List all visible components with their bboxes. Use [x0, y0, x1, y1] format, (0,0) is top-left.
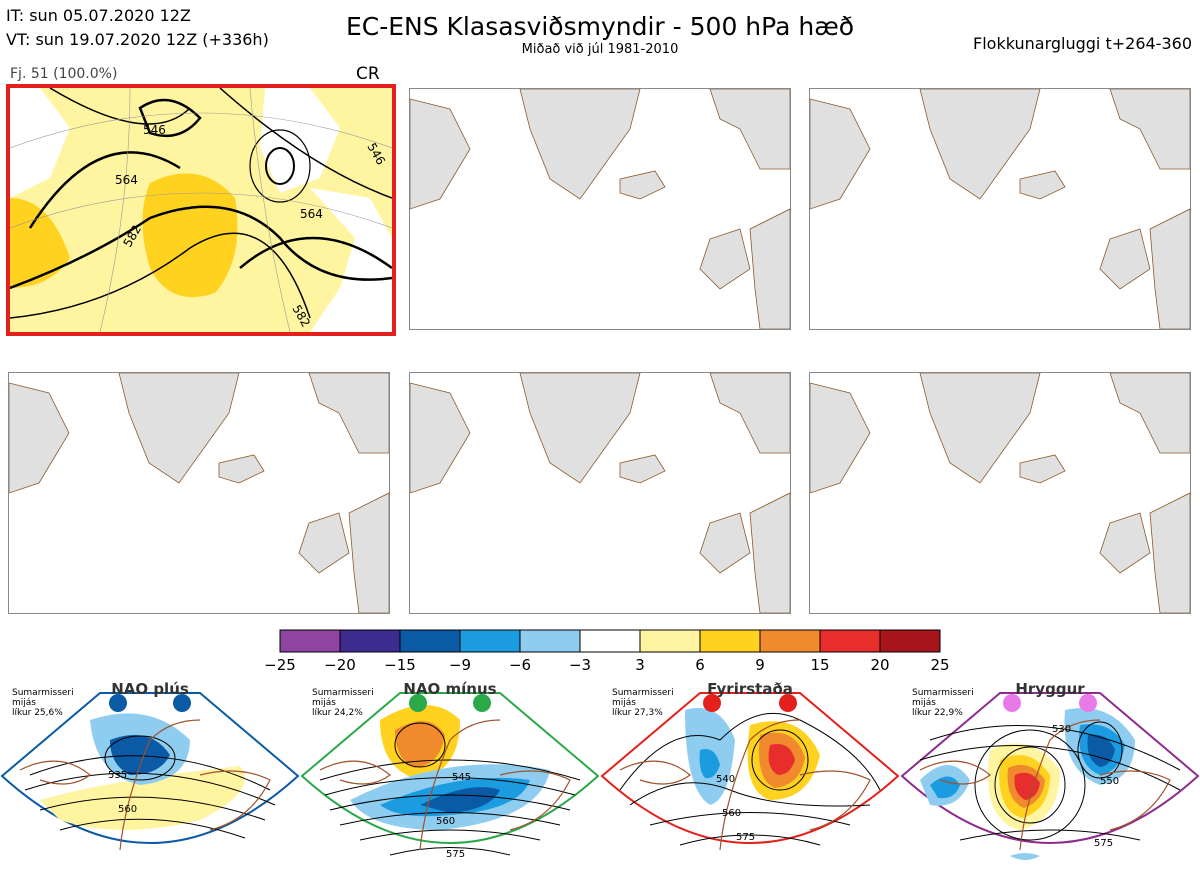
regime-info: Sumarmisseri mijás líkur 22,9%	[912, 688, 974, 718]
contour-label: 575	[736, 832, 755, 843]
contour-label: 575	[1094, 838, 1113, 849]
colorbar-cell	[519, 629, 581, 653]
regime-info: Sumarmisseri mijás líkur 24,2%	[312, 688, 374, 718]
regime-nao-minus[interactable]: 545 560 575 NAO mínus Sumarmisseri mijás…	[300, 680, 600, 871]
cluster-label: Fj. 51 (100.0%)	[10, 66, 118, 82]
page-subtitle: Miðað við júl 1981-2010	[521, 42, 679, 57]
regime-nao-plus[interactable]: 535 560 NAO plús Sumarmisseri mijás líku…	[0, 680, 300, 871]
colorbar-tick-label: −6	[508, 656, 532, 674]
colorbar-tick-label: 15	[810, 656, 830, 674]
colorbar-cell	[879, 629, 941, 653]
colorbar-cell	[459, 629, 521, 653]
colorbar-tick-label: 20	[870, 656, 890, 674]
contour-label: 550	[1100, 776, 1119, 787]
cluster-map-5[interactable]	[409, 372, 791, 614]
contour-label: 560	[436, 816, 455, 827]
colorbar-cell	[759, 629, 821, 653]
cluster-map-2-graphic	[410, 89, 790, 329]
contour-label: 535	[108, 770, 127, 781]
regime-blocking[interactable]: 540 560 575 Fyrirstaða Sumarmisseri mijá…	[600, 680, 900, 871]
colorbar-cell	[579, 629, 641, 653]
regime-nao-minus-graphic: 545 560 575	[300, 692, 600, 860]
initial-time: IT: sun 05.07.2020 12Z	[6, 6, 191, 25]
colorbar-tick-label: 3	[635, 656, 645, 674]
colorbar	[279, 629, 941, 653]
regime-title: NAO mínus	[403, 680, 497, 698]
contour-label: 540	[716, 774, 735, 785]
colorbar-tick-label: −20	[324, 656, 356, 674]
contour-label: 560	[118, 804, 137, 815]
cluster-map-2[interactable]	[409, 88, 791, 330]
cluster-map-6-graphic	[810, 373, 1190, 613]
regime-nao-plus-graphic: 535 560	[0, 692, 300, 851]
cluster-map-5-graphic	[410, 373, 790, 613]
regime-code: CR	[356, 64, 380, 84]
regime-info: Sumarmisseri mijás líkur 27,3%	[612, 688, 674, 718]
contour-label: 545	[452, 772, 471, 783]
colorbar-tick-label: −25	[264, 656, 296, 674]
colorbar-cell	[399, 629, 461, 653]
colorbar-tick-label: 6	[695, 656, 705, 674]
cluster-map-1-graphic: 546 564 582 564 546 582	[10, 88, 392, 332]
cluster-map-6[interactable]	[809, 372, 1191, 614]
colorbar-cell	[699, 629, 761, 653]
regime-info: Sumarmisseri mijás líkur 25,6%	[12, 688, 74, 718]
colorbar-tick-label: −3	[568, 656, 592, 674]
valid-time: VT: sun 19.07.2020 12Z (+336h)	[6, 30, 269, 49]
contour-label: 560	[722, 808, 741, 819]
colorbar-cell	[339, 629, 401, 653]
regime-title: NAO plús	[111, 680, 189, 698]
colorbar-tick-label: −9	[448, 656, 472, 674]
cluster-map-3-graphic	[810, 89, 1190, 329]
regime-ridge-graphic: 530 550 575	[900, 692, 1200, 860]
regime-title: Fyrirstaða	[707, 680, 793, 698]
contour-label: 546	[143, 123, 166, 137]
cluster-map-3[interactable]	[809, 88, 1191, 330]
cluster-map-1[interactable]: 546 564 582 564 546 582	[6, 84, 396, 336]
contour-label: 575	[446, 849, 465, 860]
colorbar-tick-label: 25	[930, 656, 950, 674]
colorbar-cell	[279, 629, 341, 653]
regime-blocking-graphic: 540 560 575	[600, 692, 900, 851]
colorbar-cell	[819, 629, 881, 653]
cluster-map-4[interactable]	[8, 372, 390, 614]
colorbar-tick-label: −15	[384, 656, 416, 674]
regime-title: Hryggur	[1015, 680, 1085, 698]
colorbar-cell	[639, 629, 701, 653]
contour-label: 530	[1052, 724, 1071, 735]
contour-label: 564	[115, 173, 138, 187]
regime-ridge[interactable]: 530 550 575 Hryggur Sumarmisseri mijás l…	[900, 680, 1200, 871]
page-title: EC-ENS Klasasviðsmyndir - 500 hPa hæð	[345, 12, 855, 41]
clustering-window: Flokkunargluggi t+264-360	[973, 34, 1192, 53]
cluster-map-4-graphic	[9, 373, 389, 613]
contour-label: 564	[300, 207, 323, 221]
colorbar-tick-label: 9	[755, 656, 765, 674]
